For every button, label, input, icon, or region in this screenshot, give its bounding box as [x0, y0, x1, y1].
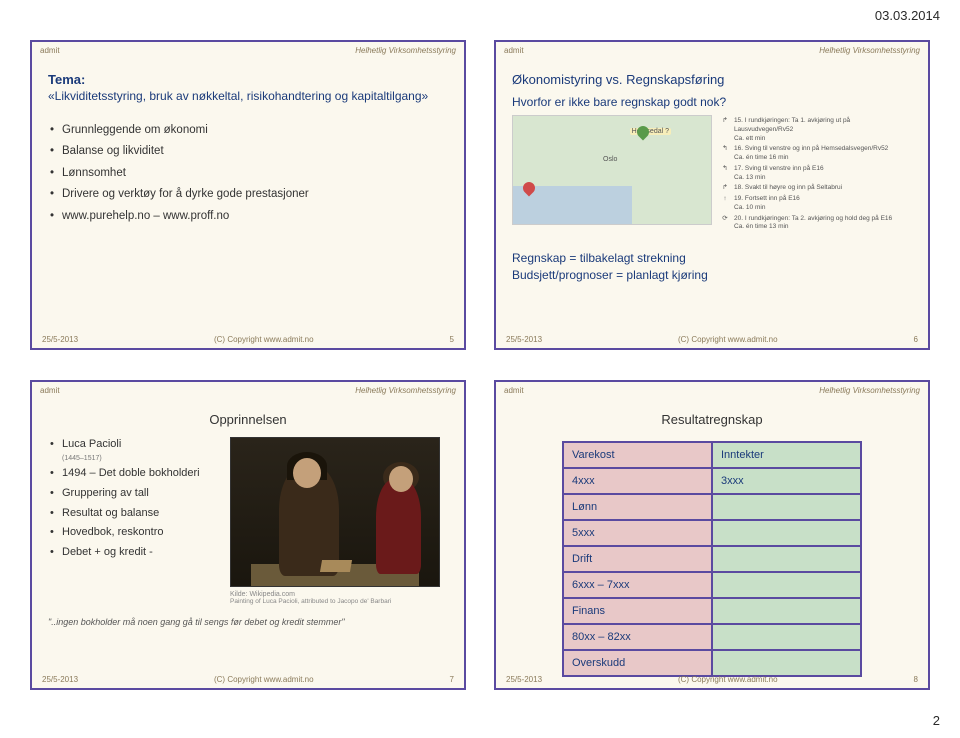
logo-text: admit: [504, 386, 524, 395]
map-city-label: Oslo: [603, 156, 617, 163]
slide-opprinnelsen: admit Helhetlig Virksomhetsstyring Oppri…: [30, 380, 466, 690]
table-cell: [712, 572, 861, 598]
directions-list: ↱15. I rundkjøringen: Ta 1. avkjøring ut…: [718, 115, 912, 236]
direction-row: ⟳20. I rundkjøringen: Ta 2. avkjøring og…: [720, 215, 910, 233]
slide-number: 8: [914, 675, 918, 684]
slide3-title: Opprinnelsen: [48, 412, 448, 427]
slide-okonomistyring: admit Helhetlig Virksomhetsstyring Økono…: [494, 40, 930, 350]
table-cell: [712, 624, 861, 650]
footer-date: 25/5-2013: [42, 335, 78, 344]
arrow-icon: ↱: [720, 184, 730, 193]
direction-row: ↑19. Fortsett inn på E16Ca. 10 min: [720, 195, 910, 213]
slide2-foot2: Budsjett/prognoser = planlagt kjøring: [512, 267, 912, 284]
table-cell: [712, 494, 861, 520]
slide2-subtitle: Hvorfor er ikke bare regnskap godt nok?: [512, 95, 912, 109]
slide-header: admit Helhetlig Virksomhetsstyring: [504, 46, 920, 55]
slide4-title: Resultatregnskap: [512, 412, 912, 427]
map-pin-a-icon: [635, 124, 652, 141]
header-tag: Helhetlig Virksomhetsstyring: [355, 46, 456, 55]
slide-footer: 25/5-2013 (C) Copyright www.admit.no 6: [506, 335, 918, 344]
header-tag: Helhetlig Virksomhetsstyring: [355, 386, 456, 395]
slide-footer: 25/5-2013 (C) Copyright www.admit.no 7: [42, 675, 454, 684]
table-cell: Varekost: [563, 442, 712, 468]
page-date: 03.03.2014: [875, 8, 940, 23]
table-cell: 80xx – 82xx: [563, 624, 712, 650]
table-cell: 3xxx: [712, 468, 861, 494]
table-cell: 5xxx: [563, 520, 712, 546]
footer-copy: (C) Copyright www.admit.no: [678, 675, 778, 684]
slide3-bullets: Luca Pacioli (1445–1517) 1494 – Det dobl…: [48, 437, 218, 560]
footer-copy: (C) Copyright www.admit.no: [214, 335, 314, 344]
bullet-item: Luca Pacioli: [48, 437, 218, 452]
slide3-quote: "..ingen bokholder må noen gang gå til s…: [48, 617, 448, 627]
page-number: 2: [933, 713, 940, 728]
table-cell: [712, 520, 861, 546]
map-image: Hemsedal ? Oslo: [512, 115, 712, 225]
arrow-icon: ↱: [720, 117, 730, 143]
bullet-item: 1494 – Det doble bokholderi: [48, 466, 218, 481]
slide-tema: admit Helhetlig Virksomhetsstyring Tema:…: [30, 40, 466, 350]
map-row: Hemsedal ? Oslo ↱15. I rundkjøringen: Ta…: [512, 115, 912, 236]
direction-row: ↰16. Sving til venstre og inn på Hemseda…: [720, 145, 910, 163]
header-tag: Helhetlig Virksomhetsstyring: [819, 386, 920, 395]
arrow-icon: ↰: [720, 145, 730, 163]
bullet-item: Debet + og kredit -: [48, 545, 218, 560]
slide-number: 5: [450, 335, 454, 344]
slide2-foot1: Regnskap = tilbakelagt strekning: [512, 250, 912, 267]
painting-source: Kilde: Wikipedia.com: [230, 591, 448, 598]
table-cell: 6xxx – 7xxx: [563, 572, 712, 598]
arrow-icon: ↰: [720, 165, 730, 183]
bullet-item: Drivere og verktøy for å dyrke gode pres…: [48, 187, 448, 203]
slide-number: 7: [450, 675, 454, 684]
bullet-item: www.purehelp.no – www.proff.no: [48, 209, 448, 225]
arrow-icon: ⟳: [720, 215, 730, 233]
result-table: VarekostInntekter 4xxx3xxx Lønn 5xxx Dri…: [562, 441, 862, 677]
logo-text: admit: [504, 46, 524, 55]
table-cell: [712, 650, 861, 676]
slide1-bullets: Grunnleggende om økonomi Balanse og likv…: [48, 123, 448, 225]
painting-attribution: Painting of Luca Pacioli, attributed to …: [230, 598, 448, 605]
header-tag: Helhetlig Virksomhetsstyring: [819, 46, 920, 55]
slide-number: 6: [914, 335, 918, 344]
table-cell: Lønn: [563, 494, 712, 520]
footer-copy: (C) Copyright www.admit.no: [214, 675, 314, 684]
bullet-item: Lønnsomhet: [48, 166, 448, 182]
table-cell: Overskudd: [563, 650, 712, 676]
bullet-item: Resultat og balanse: [48, 506, 218, 521]
direction-row: ↱15. I rundkjøringen: Ta 1. avkjøring ut…: [720, 117, 910, 143]
direction-row: ↱18. Svakt til høyre og inn på Seltabrui: [720, 184, 910, 193]
slide-header: admit Helhetlig Virksomhetsstyring: [40, 46, 456, 55]
slide1-subtitle: «Likviditetsstyring, bruk av nøkkeltal, …: [48, 89, 448, 105]
logo-text: admit: [40, 46, 60, 55]
table-cell: Finans: [563, 598, 712, 624]
slide1-title: Tema:: [48, 72, 448, 87]
table-cell: [712, 598, 861, 624]
slide-footer: 25/5-2013 (C) Copyright www.admit.no 5: [42, 335, 454, 344]
table-cell: [712, 546, 861, 572]
slide2-title: Økonomistyring vs. Regnskapsføring: [512, 72, 912, 87]
slide-resultatregnskap: admit Helhetlig Virksomhetsstyring Resul…: [494, 380, 930, 690]
bullet-item: Grunnleggende om økonomi: [48, 123, 448, 139]
bullet-item: Gruppering av tall: [48, 486, 218, 501]
table-cell: 4xxx: [563, 468, 712, 494]
slide-header: admit Helhetlig Virksomhetsstyring: [40, 386, 456, 395]
pacioli-painting: [230, 437, 440, 587]
footer-copy: (C) Copyright www.admit.no: [678, 335, 778, 344]
bullet-item: Hovedbok, reskontro: [48, 525, 218, 540]
direction-row: ↰17. Sving til venstre inn på E16Ca. 13 …: [720, 165, 910, 183]
pacioli-years: (1445–1517): [48, 455, 218, 462]
logo-text: admit: [40, 386, 60, 395]
slide-grid: admit Helhetlig Virksomhetsstyring Tema:…: [30, 40, 930, 690]
bullet-item: Balanse og likviditet: [48, 144, 448, 160]
arrow-icon: ↑: [720, 195, 730, 213]
slide-header: admit Helhetlig Virksomhetsstyring: [504, 386, 920, 395]
table-cell: Inntekter: [712, 442, 861, 468]
footer-date: 25/5-2013: [506, 675, 542, 684]
table-cell: Drift: [563, 546, 712, 572]
slide-footer: 25/5-2013 (C) Copyright www.admit.no 8: [506, 675, 918, 684]
footer-date: 25/5-2013: [42, 675, 78, 684]
footer-date: 25/5-2013: [506, 335, 542, 344]
